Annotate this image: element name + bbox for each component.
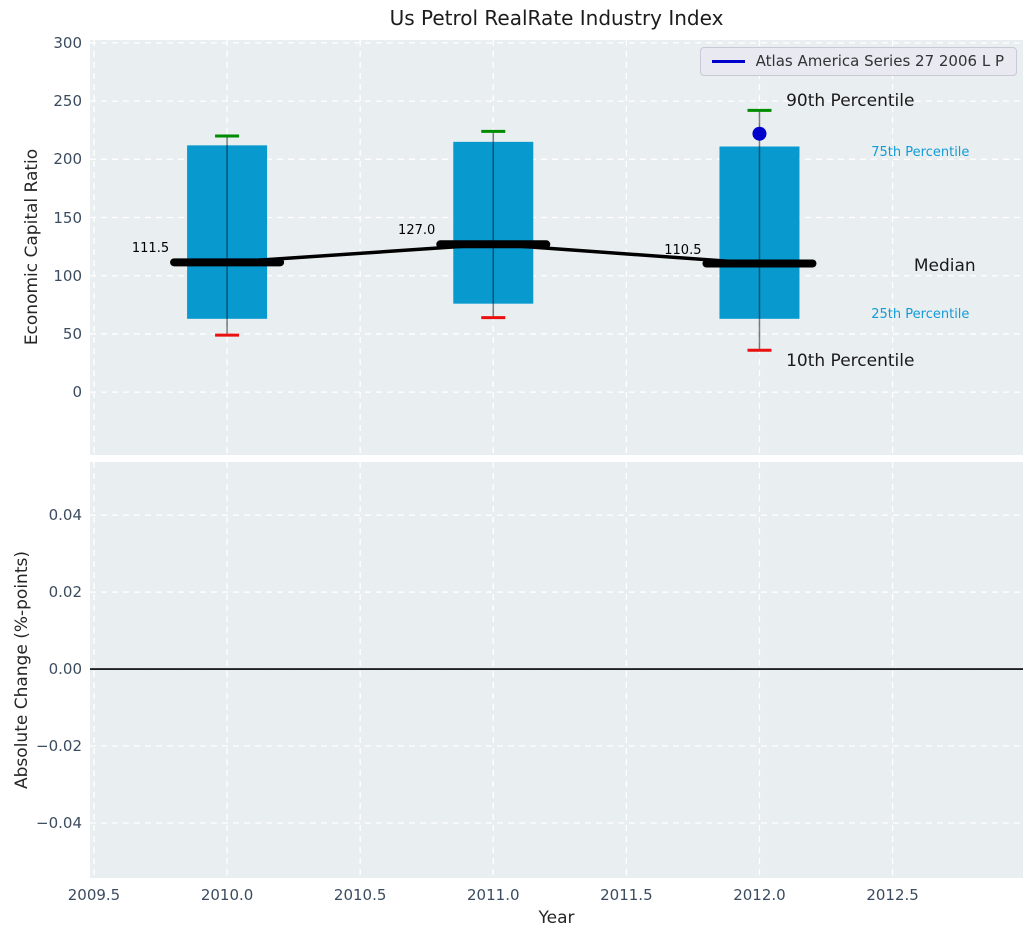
bottom-y-tick-label: 0.02: [48, 583, 82, 602]
chart-title: Us Petrol RealRate Industry Index: [389, 6, 724, 30]
bottom-y-tick-label: −0.04: [36, 813, 82, 832]
legend-line-swatch: [711, 59, 745, 63]
plot-canvas: [90, 462, 1023, 878]
x-tick-label: 2012.5: [866, 886, 919, 904]
iqr-box: [453, 141, 534, 304]
x-tick-label: 2011.5: [600, 886, 653, 904]
top-y-tick-label: 50: [62, 324, 82, 343]
x-tick-label: 2010.0: [200, 886, 254, 904]
plot-canvas: [90, 40, 1023, 455]
bottom-y-tick-label: −0.02: [36, 737, 82, 755]
iqr-box: [719, 146, 800, 319]
top-axes-panel: [90, 40, 1023, 455]
bottom-axes-panel: [90, 462, 1023, 878]
top-y-tick-label: 300: [53, 33, 82, 52]
legend: Atlas America Series 27 2006 L P: [699, 47, 1017, 76]
bottom-y-tick-label: 0.00: [48, 660, 82, 679]
x-tick-label: 2011.0: [467, 886, 520, 904]
top-y-tick-label: 200: [53, 150, 82, 169]
x-axis-label: Year: [538, 908, 575, 928]
iqr-box: [187, 145, 268, 319]
top-y-tick-label: 250: [53, 92, 82, 111]
top-y-tick-label: 100: [53, 266, 82, 285]
x-tick-label: 2010.5: [333, 886, 387, 904]
top-y-tick-label: 150: [53, 208, 82, 227]
series-marker-dot: [752, 126, 767, 141]
top-y-tick-label: 0: [72, 383, 82, 402]
x-tick-label: 2009.5: [67, 886, 121, 904]
top-y-axis-label: Economic Capital Ratio: [22, 148, 42, 346]
bottom-y-tick-label: 0.04: [48, 506, 82, 525]
legend-label: Atlas America Series 27 2006 L P: [755, 52, 1004, 70]
x-tick-label: 2012.0: [733, 886, 786, 904]
